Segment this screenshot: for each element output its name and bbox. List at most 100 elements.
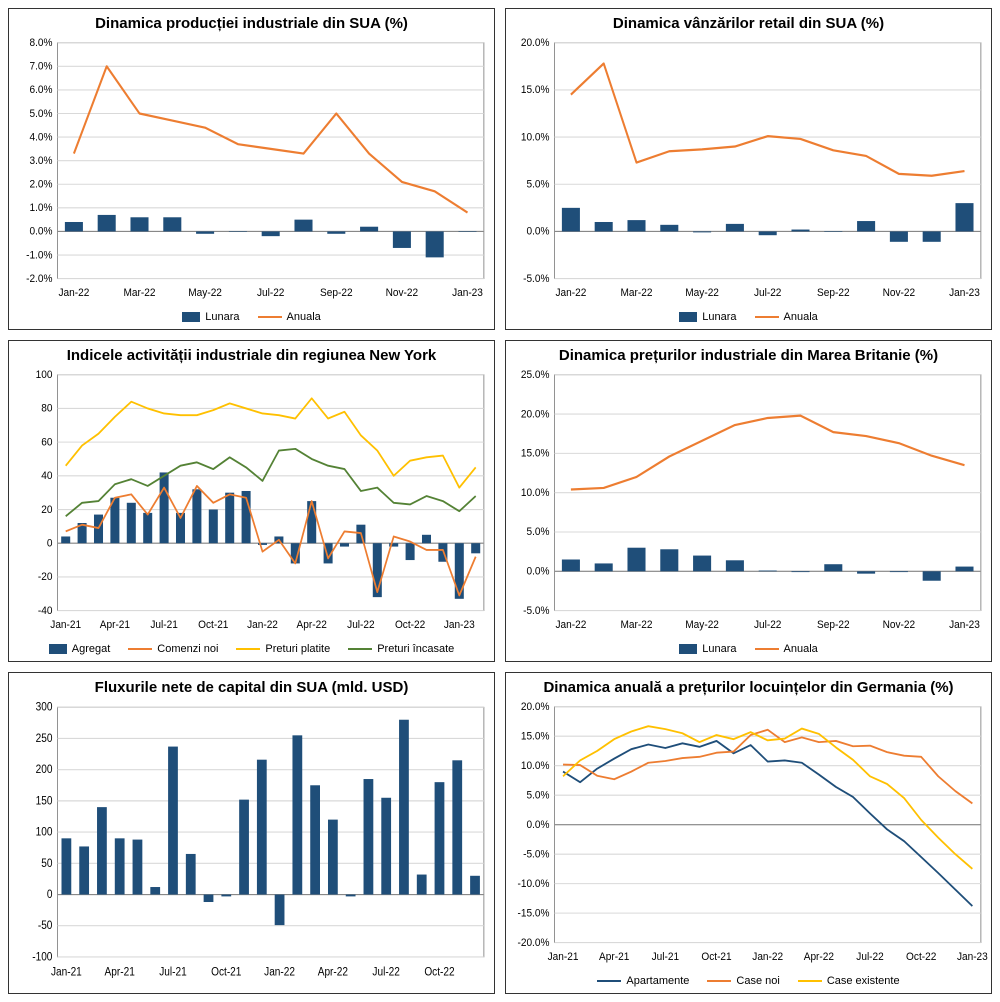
legend-label: Anuala bbox=[784, 643, 818, 655]
legend-label: Anuala bbox=[784, 311, 818, 323]
panel-chart6: Dinamica anuală a prețurilor locuințelor… bbox=[505, 672, 992, 994]
svg-text:Jan-21: Jan-21 bbox=[51, 966, 82, 979]
svg-text:200: 200 bbox=[36, 764, 53, 777]
svg-text:15.0%: 15.0% bbox=[521, 730, 550, 742]
legend-item: Anuala bbox=[755, 643, 818, 655]
legend-label: Lunara bbox=[702, 643, 736, 655]
svg-text:Oct-21: Oct-21 bbox=[701, 951, 731, 963]
svg-text:Apr-22: Apr-22 bbox=[297, 619, 327, 631]
svg-text:15.0%: 15.0% bbox=[521, 447, 550, 459]
svg-text:Jul-22: Jul-22 bbox=[754, 287, 782, 299]
legend-item: Comenzi noi bbox=[128, 643, 218, 655]
svg-text:0.0%: 0.0% bbox=[526, 225, 549, 237]
svg-text:May-22: May-22 bbox=[685, 619, 719, 631]
svg-text:Jan-22: Jan-22 bbox=[247, 619, 278, 631]
svg-text:-40: -40 bbox=[38, 605, 53, 617]
legend-label: Preturi platite bbox=[265, 643, 330, 655]
svg-text:-5.0%: -5.0% bbox=[523, 273, 549, 285]
svg-text:Jan-22: Jan-22 bbox=[752, 951, 783, 963]
svg-text:-5.0%: -5.0% bbox=[523, 848, 549, 860]
svg-text:6.0%: 6.0% bbox=[29, 84, 52, 96]
legend-label: Case existente bbox=[827, 975, 900, 987]
svg-text:0.0%: 0.0% bbox=[29, 225, 52, 237]
svg-text:5.0%: 5.0% bbox=[526, 526, 549, 538]
svg-text:Jan-21: Jan-21 bbox=[548, 951, 579, 963]
svg-text:-2.0%: -2.0% bbox=[26, 273, 52, 285]
svg-text:Nov-22: Nov-22 bbox=[386, 287, 419, 299]
panel-chart2: Dinamica vânzărilor retail din SUA (%) -… bbox=[505, 8, 992, 330]
chart4-legend: Lunara Anuala bbox=[506, 639, 991, 661]
svg-text:Oct-21: Oct-21 bbox=[198, 619, 228, 631]
svg-text:Jan-23: Jan-23 bbox=[444, 619, 475, 631]
chart6-legend: Apartamente Case noi Case existente bbox=[506, 971, 991, 993]
svg-text:-1.0%: -1.0% bbox=[26, 249, 52, 261]
legend-swatch bbox=[236, 648, 260, 650]
legend-swatch bbox=[755, 648, 779, 650]
panel-chart3: Indicele activității industriale din reg… bbox=[8, 340, 495, 662]
legend-swatch bbox=[49, 644, 67, 654]
legend-label: Apartamente bbox=[626, 975, 689, 987]
svg-text:Mar-22: Mar-22 bbox=[621, 619, 653, 631]
legend-item: Preturi încasate bbox=[348, 643, 454, 655]
svg-text:Sep-22: Sep-22 bbox=[817, 619, 850, 631]
svg-text:May-22: May-22 bbox=[188, 287, 222, 299]
svg-text:Apr-21: Apr-21 bbox=[599, 951, 629, 963]
svg-text:-20.0%: -20.0% bbox=[517, 937, 549, 949]
legend-swatch bbox=[258, 316, 282, 318]
svg-text:Jul-22: Jul-22 bbox=[372, 966, 399, 979]
chart6-title: Dinamica anuală a prețurilor locuințelor… bbox=[506, 673, 991, 698]
panel-chart5: Fluxurile nete de capital din SUA (mld. … bbox=[8, 672, 495, 994]
svg-text:100: 100 bbox=[36, 369, 53, 381]
svg-text:80: 80 bbox=[41, 402, 52, 414]
svg-text:20.0%: 20.0% bbox=[521, 408, 550, 420]
svg-text:Oct-22: Oct-22 bbox=[424, 966, 454, 979]
svg-text:May-22: May-22 bbox=[685, 287, 719, 299]
legend-item: Apartamente bbox=[597, 975, 689, 987]
svg-text:Jul-21: Jul-21 bbox=[652, 951, 680, 963]
svg-text:Jul-21: Jul-21 bbox=[150, 619, 178, 631]
svg-text:Jul-21: Jul-21 bbox=[159, 966, 186, 979]
legend-swatch bbox=[128, 648, 152, 650]
svg-text:0.0%: 0.0% bbox=[526, 819, 549, 831]
svg-text:20.0%: 20.0% bbox=[521, 701, 550, 713]
svg-text:25.0%: 25.0% bbox=[521, 369, 550, 381]
svg-text:20: 20 bbox=[41, 503, 52, 515]
svg-text:Nov-22: Nov-22 bbox=[883, 619, 916, 631]
chart3-title: Indicele activității industriale din reg… bbox=[9, 341, 494, 366]
legend-item: Case noi bbox=[707, 975, 779, 987]
svg-text:10.0%: 10.0% bbox=[521, 487, 550, 499]
svg-text:10.0%: 10.0% bbox=[521, 131, 550, 143]
svg-text:250: 250 bbox=[36, 732, 53, 745]
legend-label: Lunara bbox=[205, 311, 239, 323]
chart1-title: Dinamica producției industriale din SUA … bbox=[9, 9, 494, 34]
chart-grid: Dinamica producției industriale din SUA … bbox=[8, 8, 992, 994]
legend-item: Agregat bbox=[49, 643, 111, 655]
svg-text:300: 300 bbox=[36, 701, 53, 714]
chart3-legend: Agregat Comenzi noi Preturi platite Preturi… bbox=[9, 639, 494, 661]
legend-item: Anuala bbox=[755, 311, 818, 323]
legend-swatch bbox=[798, 980, 822, 982]
svg-text:Jan-23: Jan-23 bbox=[957, 951, 988, 963]
chart1-plot: -2.0%-1.0%0.0%1.0%2.0%3.0%4.0%5.0%6.0%7.… bbox=[9, 34, 494, 307]
svg-text:Mar-22: Mar-22 bbox=[124, 287, 156, 299]
legend-swatch bbox=[679, 312, 697, 322]
svg-text:-10.0%: -10.0% bbox=[517, 878, 549, 890]
legend-label: Anuala bbox=[287, 311, 321, 323]
svg-text:5.0%: 5.0% bbox=[29, 107, 52, 119]
svg-text:7.0%: 7.0% bbox=[29, 60, 52, 72]
legend-item: Case existente bbox=[798, 975, 900, 987]
chart2-legend: LunaraAnuala bbox=[506, 307, 991, 329]
svg-text:-50: -50 bbox=[38, 920, 53, 933]
svg-text:1.0%: 1.0% bbox=[29, 202, 52, 214]
chart2-title: Dinamica vânzărilor retail din SUA (%) bbox=[506, 9, 991, 34]
svg-text:-20: -20 bbox=[38, 571, 53, 583]
svg-text:Oct-21: Oct-21 bbox=[211, 966, 241, 979]
svg-text:Jul-22: Jul-22 bbox=[754, 619, 782, 631]
svg-text:Jul-22: Jul-22 bbox=[257, 287, 285, 299]
svg-text:Apr-21: Apr-21 bbox=[105, 966, 135, 979]
svg-text:5.0%: 5.0% bbox=[526, 789, 549, 801]
svg-text:Apr-21: Apr-21 bbox=[100, 619, 130, 631]
chart4-title: Dinamica prețurilor industriale din Mare… bbox=[506, 341, 991, 366]
chart5-legend bbox=[9, 987, 494, 993]
svg-text:Sep-22: Sep-22 bbox=[817, 287, 850, 299]
